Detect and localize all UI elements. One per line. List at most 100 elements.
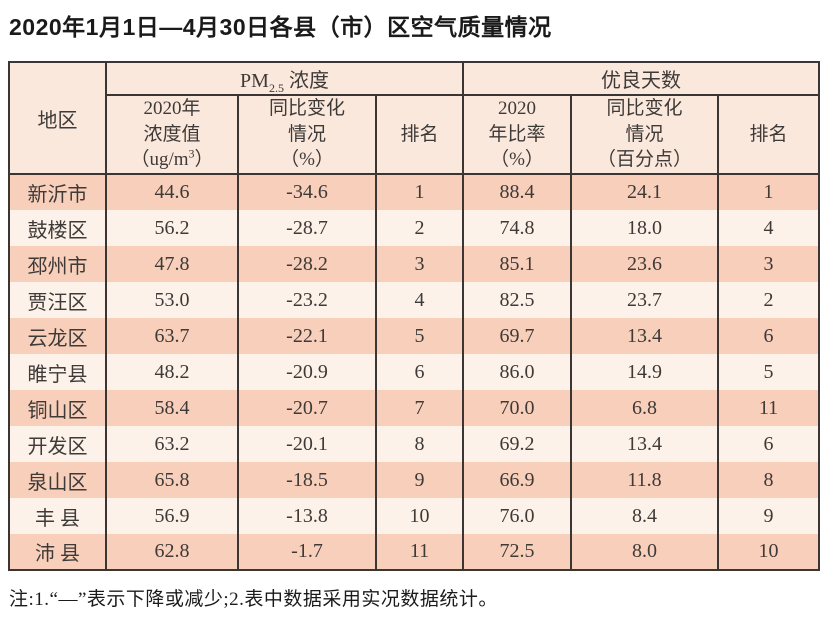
good-rank-cell: 8 [717,462,821,499]
good-rank-cell: 3 [717,246,821,283]
region-cell: 丰 县 [8,498,107,535]
pm-value-cell: 47.8 [105,246,239,283]
footnote: 注:1.“—”表示下降或减少;2.表中数据采用实况数据统计。 [9,589,498,611]
pm-value-cell: 48.2 [105,354,239,391]
good-rate-cell: 70.0 [462,390,573,427]
header-line: 同比变化 [606,98,683,120]
good-rank-cell: 6 [717,318,821,355]
good-rate-cell: 88.4 [462,174,573,211]
region-column-header: 地区 [8,62,107,176]
pm-change-cell: -22.1 [237,318,377,355]
pm-rank-cell: 8 [374,426,465,463]
header-line: （%） [490,149,544,171]
pm-rank-cell: 6 [374,354,465,391]
good-change-cell: 18.0 [570,210,720,247]
pm-label-suffix: 浓度 [283,70,329,93]
pm-change-cell: -28.7 [237,210,377,247]
pm-change-cell: -20.1 [237,426,377,463]
good-change-cell: 23.7 [570,282,720,319]
pm-value-cell: 62.8 [105,534,239,571]
pm-value-header: 2020年 浓度值 （ug/m3） [105,95,239,176]
good-change-cell: 11.8 [570,462,720,499]
pm-value-cell: 63.7 [105,318,239,355]
pm-change-cell: -23.2 [237,282,377,319]
pm-change-cell: -18.5 [237,462,377,499]
good-rank-cell: 5 [717,354,821,391]
table-row: 丰 县 56.9 -13.8 10 76.0 8.4 9 [8,498,821,535]
header-line: 年比率 [488,123,546,145]
good-rate-cell: 86.0 [462,354,573,391]
good-rank-cell: 2 [717,282,821,319]
pm-rank-cell: 7 [374,390,465,427]
region-cell: 开发区 [8,426,107,463]
header-line: （百分点） [597,149,693,171]
header-line: 同比变化 [268,98,345,120]
table-row: 云龙区 63.7 -22.1 5 69.7 13.4 6 [8,318,821,355]
pm-change-cell: -28.2 [237,246,377,283]
pm-value-cell: 56.9 [105,498,239,535]
pm-rank-cell: 4 [374,282,465,319]
header-line: 2020 [498,98,537,120]
good-change-cell: 8.0 [570,534,720,571]
header-line: 情况 [287,123,326,145]
pm-rank-cell: 10 [374,498,465,535]
region-cell: 沛 县 [8,534,107,571]
table-body: 新沂市 44.6 -34.6 1 88.4 24.1 1 鼓楼区 56.2 -2… [8,174,821,571]
header-line-unit: （ug/m3） [107,147,237,172]
good-rank-cell: 4 [717,210,821,247]
table-row: 邳州市 47.8 -28.2 3 85.1 23.6 3 [8,246,821,283]
pm-value-cell: 56.2 [105,210,239,247]
good-rate-cell: 69.2 [462,426,573,463]
pm-label-prefix: PM [240,70,269,93]
region-cell: 泉山区 [8,462,107,499]
region-cell: 鼓楼区 [8,210,107,247]
good-change-cell: 23.6 [570,246,720,283]
page-title: 2020年1月1日—4月30日各县（市）区空气质量情况 [9,14,552,40]
pm-rank-cell: 2 [374,210,465,247]
air-quality-table: 地区 PM2.5 浓度 优良天数 2020年 浓度值 （ug/m3） 同比变化 … [8,61,821,572]
unit-superscript: 3 [188,146,195,161]
good-rank-cell: 10 [717,534,821,571]
region-cell: 贾汪区 [8,282,107,319]
pm-change-cell: -34.6 [237,174,377,211]
pm-change-cell: -1.7 [237,534,377,571]
good-change-cell: 6.8 [570,390,720,427]
table-row: 贾汪区 53.0 -23.2 4 82.5 23.7 2 [8,282,821,319]
good-rate-cell: 76.0 [462,498,573,535]
good-rank-cell: 9 [717,498,821,535]
unit-open: （ug/m [130,149,189,171]
pm-rank-cell: 1 [374,174,465,211]
header-sub-row: 2020年 浓度值 （ug/m3） 同比变化 情况 （%） 排名 2020 年比… [9,95,821,176]
good-rank-cell: 6 [717,426,821,463]
table-row: 铜山区 58.4 -20.7 7 70.0 6.8 11 [8,390,821,427]
good-rate-cell: 72.5 [462,534,573,571]
pm-value-cell: 58.4 [105,390,239,427]
unit-close: ） [194,149,214,171]
good-change-cell: 14.9 [570,354,720,391]
good-change-cell: 8.4 [570,498,720,535]
header-line: 情况 [625,123,664,145]
good-change-cell: 24.1 [570,174,720,211]
table-row: 鼓楼区 56.2 -28.7 2 74.8 18.0 4 [8,210,821,247]
good-rate-cell: 69.7 [462,318,573,355]
good-rank-cell: 11 [717,390,821,427]
table-row: 沛 县 62.8 -1.7 11 72.5 8.0 10 [8,534,821,571]
pm-value-cell: 63.2 [105,426,239,463]
region-cell: 邳州市 [8,246,107,283]
good-rate-cell: 66.9 [462,462,573,499]
region-cell: 新沂市 [8,174,107,211]
pm-label-subscript: 2.5 [268,81,284,96]
good-rate-cell: 82.5 [462,282,573,319]
pm-rank-cell: 9 [374,462,465,499]
pm-rank-cell: 5 [374,318,465,355]
pm-rank-cell: 3 [374,246,465,283]
header-line: （%） [280,149,334,171]
header-line: 浓度值 [143,123,201,145]
good-change-cell: 13.4 [570,318,720,355]
pm-change-header: 同比变化 情况 （%） [237,95,377,176]
table-row: 泉山区 65.8 -18.5 9 66.9 11.8 8 [8,462,821,499]
pm-value-cell: 53.0 [105,282,239,319]
header-line: 2020年 [143,98,201,120]
good-rate-cell: 85.1 [462,246,573,283]
